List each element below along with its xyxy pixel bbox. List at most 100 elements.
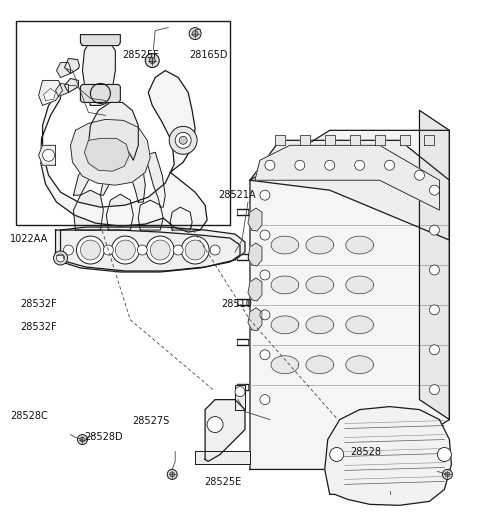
Polygon shape xyxy=(374,135,384,145)
Circle shape xyxy=(63,245,73,255)
Polygon shape xyxy=(248,208,262,231)
Polygon shape xyxy=(73,150,115,195)
Polygon shape xyxy=(325,135,335,145)
Circle shape xyxy=(325,160,335,170)
Circle shape xyxy=(185,240,205,260)
Circle shape xyxy=(260,230,270,240)
Circle shape xyxy=(54,251,68,265)
Polygon shape xyxy=(271,356,299,374)
Circle shape xyxy=(430,265,439,275)
Circle shape xyxy=(192,31,198,36)
Text: 1022AA: 1022AA xyxy=(10,234,48,244)
Polygon shape xyxy=(306,316,334,334)
Polygon shape xyxy=(64,79,78,93)
Polygon shape xyxy=(81,35,120,46)
Circle shape xyxy=(437,448,451,461)
Polygon shape xyxy=(350,135,360,145)
Polygon shape xyxy=(399,135,409,145)
Polygon shape xyxy=(306,236,334,254)
Circle shape xyxy=(149,58,155,63)
Circle shape xyxy=(169,126,197,154)
Circle shape xyxy=(175,133,191,148)
Circle shape xyxy=(145,54,159,68)
Circle shape xyxy=(103,245,113,255)
Circle shape xyxy=(179,136,187,145)
Polygon shape xyxy=(255,145,439,210)
Polygon shape xyxy=(81,84,120,102)
Polygon shape xyxy=(88,102,138,165)
Polygon shape xyxy=(346,316,373,334)
Text: 28527S: 28527S xyxy=(132,416,169,426)
Text: 28525E: 28525E xyxy=(204,477,242,487)
Polygon shape xyxy=(44,88,56,100)
Text: 28165D: 28165D xyxy=(190,50,228,60)
Text: 28532F: 28532F xyxy=(20,322,57,332)
Circle shape xyxy=(260,395,270,405)
Circle shape xyxy=(430,305,439,315)
Circle shape xyxy=(445,472,450,477)
Circle shape xyxy=(430,185,439,195)
Circle shape xyxy=(415,170,424,180)
Polygon shape xyxy=(346,236,373,254)
Circle shape xyxy=(355,160,365,170)
Circle shape xyxy=(146,236,174,264)
Polygon shape xyxy=(71,120,150,185)
Polygon shape xyxy=(57,62,71,77)
Polygon shape xyxy=(250,131,449,470)
Polygon shape xyxy=(56,230,240,272)
Text: 28525F: 28525F xyxy=(123,50,159,60)
Polygon shape xyxy=(41,71,207,232)
Polygon shape xyxy=(84,138,129,171)
Text: 28528C: 28528C xyxy=(10,411,48,421)
Circle shape xyxy=(167,470,177,479)
Polygon shape xyxy=(306,356,334,374)
Polygon shape xyxy=(205,400,245,461)
Polygon shape xyxy=(248,308,262,331)
Polygon shape xyxy=(306,276,334,294)
Circle shape xyxy=(173,245,183,255)
Polygon shape xyxy=(248,278,262,301)
Circle shape xyxy=(115,240,135,260)
Polygon shape xyxy=(125,142,145,202)
Polygon shape xyxy=(424,135,434,145)
Circle shape xyxy=(265,160,275,170)
Circle shape xyxy=(260,270,270,280)
Circle shape xyxy=(295,160,305,170)
Circle shape xyxy=(260,310,270,320)
Polygon shape xyxy=(38,81,62,106)
Circle shape xyxy=(77,435,87,445)
Circle shape xyxy=(430,345,439,355)
Circle shape xyxy=(111,236,139,264)
Polygon shape xyxy=(56,84,69,96)
Polygon shape xyxy=(138,200,163,230)
Circle shape xyxy=(137,245,147,255)
Circle shape xyxy=(80,437,85,442)
Polygon shape xyxy=(107,194,133,230)
Polygon shape xyxy=(420,110,449,420)
Text: 28532F: 28532F xyxy=(20,299,57,309)
Polygon shape xyxy=(60,227,245,271)
Polygon shape xyxy=(250,140,449,240)
Circle shape xyxy=(330,448,344,461)
Polygon shape xyxy=(170,207,192,230)
Circle shape xyxy=(76,236,104,264)
Polygon shape xyxy=(64,59,80,73)
Circle shape xyxy=(210,245,220,255)
Circle shape xyxy=(170,472,175,477)
Polygon shape xyxy=(300,135,310,145)
Circle shape xyxy=(260,190,270,200)
Polygon shape xyxy=(83,37,115,106)
Text: 28510: 28510 xyxy=(221,299,252,309)
Circle shape xyxy=(189,28,201,40)
Circle shape xyxy=(235,387,245,397)
Circle shape xyxy=(430,385,439,395)
Polygon shape xyxy=(271,276,299,294)
Circle shape xyxy=(430,225,439,235)
Text: 28528D: 28528D xyxy=(84,432,123,443)
Polygon shape xyxy=(271,236,299,254)
Polygon shape xyxy=(346,276,373,294)
Circle shape xyxy=(260,350,270,360)
Circle shape xyxy=(207,417,223,433)
Polygon shape xyxy=(195,451,250,464)
Polygon shape xyxy=(346,356,373,374)
